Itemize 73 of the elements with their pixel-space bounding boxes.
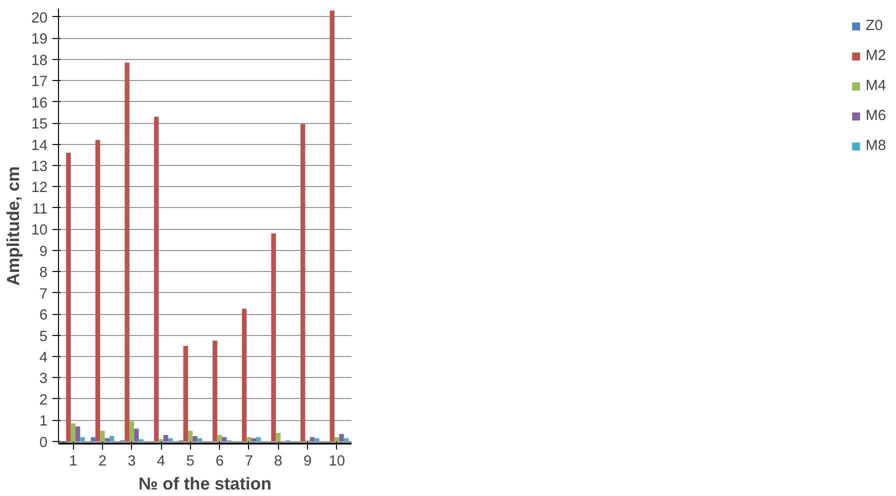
bar	[310, 437, 315, 442]
y-tick-label: 6	[39, 308, 48, 324]
legend-label: M6	[866, 108, 886, 124]
y-tick-label: 19	[31, 32, 48, 48]
y-tick-label: 18	[31, 52, 48, 69]
y-tick-label: 15	[31, 116, 48, 133]
bar	[124, 62, 130, 442]
legend-label: M2	[866, 48, 886, 64]
bar	[334, 437, 340, 442]
y-tick-label: 7	[39, 286, 48, 302]
y-tick-label: 2	[39, 392, 48, 408]
x-tick-label: 1	[69, 454, 78, 470]
bar	[188, 430, 193, 442]
x-tick-label: 2	[98, 454, 107, 470]
bar	[246, 437, 252, 442]
bar	[217, 435, 222, 442]
bar	[300, 124, 306, 442]
bar	[344, 438, 349, 442]
y-tick-label: 10	[31, 222, 48, 239]
y-tick-label: 14	[31, 138, 48, 154]
x-tick-label: 6	[216, 454, 224, 470]
y-tick-label: 0	[39, 434, 48, 451]
y-tick-label: 3	[39, 371, 48, 388]
y-tick-label: 17	[31, 74, 48, 90]
bar	[339, 434, 344, 442]
x-tick-label: 3	[128, 454, 136, 470]
bar	[129, 421, 134, 442]
x-tick-label: 7	[244, 454, 254, 470]
bar	[95, 140, 100, 442]
y-tick-label: 12	[31, 180, 48, 196]
bar	[104, 438, 110, 442]
bar	[163, 435, 168, 442]
bar	[271, 233, 276, 442]
bar	[276, 432, 281, 442]
bar	[183, 346, 188, 442]
y-tick-label: 9	[39, 244, 48, 260]
x-axis-title: № of the station	[138, 474, 272, 494]
y-tick-label: 4	[39, 350, 48, 366]
y-tick-label: 13	[31, 159, 48, 176]
y-tick-label: 11	[32, 201, 48, 218]
bar	[100, 430, 105, 442]
x-tick-label: 5	[186, 454, 194, 470]
bar	[256, 437, 261, 442]
bar	[75, 426, 80, 442]
bar	[222, 437, 227, 442]
y-axis-title: Amplitude, cm	[3, 166, 24, 286]
y-tick-label: 5	[39, 328, 48, 345]
x-tick-label: 10	[328, 454, 346, 470]
y-tick-label: 8	[39, 265, 48, 282]
bar	[90, 437, 96, 442]
bar	[66, 152, 71, 442]
bar	[212, 340, 218, 442]
bar	[197, 438, 202, 442]
legend-label: M4	[866, 78, 886, 94]
x-tick-label: 9	[303, 454, 312, 470]
bar	[168, 438, 173, 442]
bar	[154, 116, 159, 442]
x-tick-label: 4	[156, 454, 166, 470]
bar	[330, 10, 335, 442]
bar	[134, 428, 139, 442]
bar	[70, 423, 76, 442]
y-tick-label: 20	[31, 10, 48, 26]
bar	[242, 308, 247, 442]
y-tick-label: 1	[39, 414, 48, 430]
bar	[192, 436, 198, 442]
legend-label: M8	[866, 138, 886, 154]
y-tick-label: 16	[31, 95, 48, 112]
legend-label: Z0	[866, 18, 884, 34]
bar	[80, 437, 85, 442]
x-tick-label: 8	[274, 454, 282, 470]
bar	[314, 438, 320, 442]
bar	[251, 438, 256, 442]
bar	[109, 436, 114, 442]
